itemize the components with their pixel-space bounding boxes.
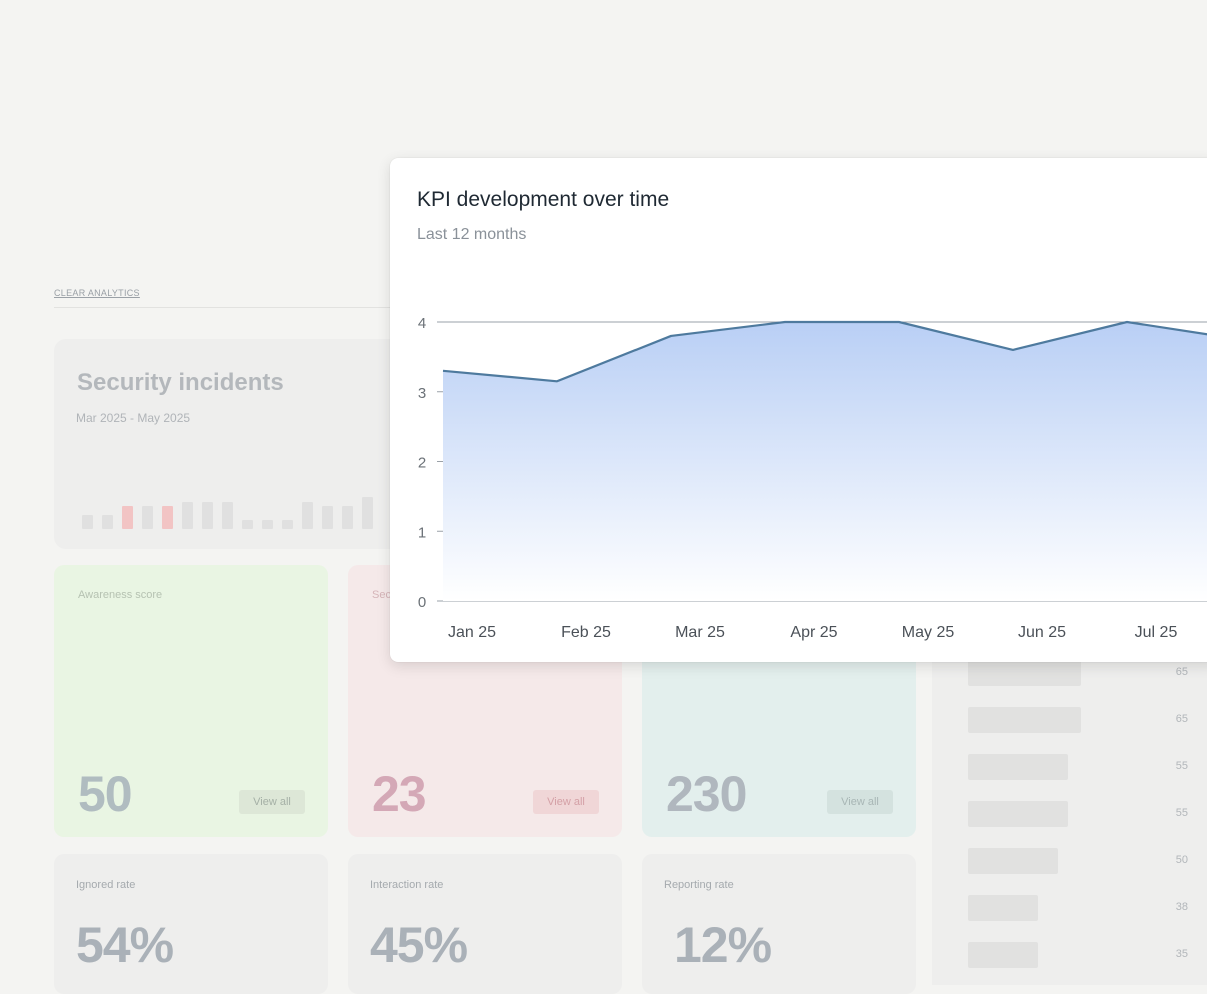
- incidents-spark-bar: [342, 506, 353, 529]
- interaction-rate-label: Interaction rate: [370, 879, 444, 891]
- ignored-rate-label: Ignored rate: [76, 879, 136, 891]
- incidents-spark-bar: [162, 506, 173, 529]
- brand-name: CLEAR ANALYTICS: [54, 288, 140, 298]
- y-tick-label: 4: [418, 315, 426, 332]
- x-tick-label: Mar 25: [675, 624, 725, 641]
- ranking-row: 55: [968, 754, 1198, 780]
- incidents-spark-bar: [102, 515, 113, 529]
- incidents-spark-bar: [142, 506, 153, 529]
- ranking-value: 38: [1175, 901, 1188, 913]
- x-tick-label: Jun 25: [1018, 624, 1066, 641]
- chart-subtitle: Last 12 months: [417, 226, 527, 243]
- interaction-rate-value: 45%: [370, 917, 468, 973]
- incidents-spark-bar: [262, 520, 273, 529]
- kpi-chart-card: 0 1 2 3 4 Jan 25 Feb 25 Mar 25 Apr 25 May 25 Jun 2…: [390, 158, 1207, 662]
- ranking-value: 50: [1175, 854, 1188, 866]
- third-stat-value: 230: [666, 766, 747, 822]
- ranking-bar: [968, 660, 1081, 686]
- ignored-rate-value: 54%: [76, 917, 174, 973]
- incidents-spark-bar: [222, 502, 233, 529]
- kpi-area-fill: [443, 322, 1207, 601]
- ranking-value: 55: [1175, 760, 1188, 772]
- ranking-bar: [968, 942, 1038, 968]
- ranking-panel: 65 65 55 55 50 38 35: [932, 600, 1207, 985]
- awareness-score-label: Awareness score: [78, 589, 163, 601]
- y-tick-label: 3: [418, 385, 426, 402]
- kpi-series-line: [442, 320, 1207, 383]
- x-tick-label: Apr 25: [790, 624, 837, 641]
- awareness-score-value: 50: [78, 766, 133, 822]
- ranking-value: 35: [1175, 948, 1188, 960]
- second-stat-value: 23: [372, 766, 427, 822]
- reporting-rate-label: Reporting rate: [664, 879, 734, 891]
- incidents-spark-bar: [242, 520, 253, 529]
- ranking-value: 65: [1175, 666, 1188, 678]
- awareness-score-card: Awareness score 50 View all: [54, 565, 328, 837]
- ranking-bar: [968, 754, 1068, 780]
- y-tick-label: 2: [418, 455, 426, 472]
- ranking-row: 35: [968, 942, 1198, 968]
- incidents-spark-bar: [82, 515, 93, 529]
- incidents-title: Security incidents: [77, 369, 284, 396]
- ranking-bar: [968, 707, 1081, 733]
- incidents-spark-bar: [362, 497, 373, 529]
- x-tick-label: Feb 25: [561, 624, 611, 641]
- second-stat-label: Sec: [372, 589, 391, 601]
- incidents-spark-bar: [322, 506, 333, 529]
- incidents-spark-bar: [182, 502, 193, 529]
- incidents-sparkline: [82, 489, 402, 529]
- reporting-rate-value: 12%: [674, 917, 772, 973]
- ranking-row: 65: [968, 707, 1198, 733]
- incidents-date-range: Mar 2025 - May 2025: [76, 411, 191, 425]
- reporting-rate-card: Reporting rate 12%: [642, 854, 916, 994]
- kpi-chart: 0 1 2 3 4 Jan 25 Feb 25 Mar 25 Apr 25 May 25 Jun 2…: [418, 315, 1207, 641]
- incidents-spark-bar: [302, 502, 313, 529]
- header-divider: [54, 307, 394, 308]
- ranking-row: 50: [968, 848, 1198, 874]
- x-tick-label: May 25: [902, 624, 955, 641]
- incidents-spark-bar: [202, 502, 213, 529]
- chart-title: KPI development over time: [417, 188, 670, 211]
- y-tick-label: 0: [418, 594, 426, 611]
- interaction-rate-card: Interaction rate 45%: [348, 854, 622, 994]
- ranking-row: 38: [968, 895, 1198, 921]
- ranking-row: 55: [968, 801, 1198, 827]
- ranking-bar: [968, 848, 1058, 874]
- ignored-rate-card: Ignored rate 54%: [54, 854, 328, 994]
- y-tick-label: 1: [418, 524, 426, 541]
- x-tick-label: Jan 25: [448, 624, 496, 641]
- ranking-bar: [968, 895, 1038, 921]
- incidents-spark-bar: [282, 520, 293, 529]
- ranking-row: 65: [968, 660, 1198, 686]
- ranking-bar: [968, 801, 1068, 827]
- third-view-all-button[interactable]: View all: [827, 790, 893, 814]
- x-tick-label: Jul 25: [1135, 624, 1178, 641]
- ranking-value: 65: [1175, 713, 1188, 725]
- ranking-value: 55: [1175, 807, 1188, 819]
- incidents-spark-bar: [122, 506, 133, 529]
- security-incidents-card[interactable]: Security incidents Mar 2025 - May 2025: [54, 339, 404, 549]
- awareness-view-all-button[interactable]: View all: [239, 790, 305, 814]
- second-view-all-button[interactable]: View all: [533, 790, 599, 814]
